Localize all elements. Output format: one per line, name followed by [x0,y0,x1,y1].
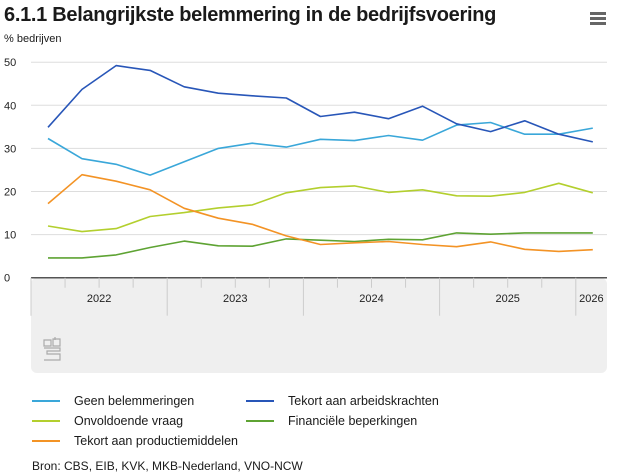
y-tick-label: 40 [4,100,16,112]
legend-item-financiele-beperkingen[interactable]: Financiële beperkingen [246,414,417,428]
series-line-tekort-aan-productiemiddelen [47,173,593,253]
legend-label: Onvoldoende vraag [74,414,184,428]
y-tick-label: 10 [4,230,16,242]
y-tick-label: 30 [4,143,16,155]
legend-label: Tekort aan productiemiddelen [74,434,238,448]
series-line-financi-le-beperkingen [48,232,593,259]
x-year-label: 2022 [87,293,111,305]
series-line-onvoldoende-vraag [47,182,594,233]
x-year-label: 2024 [359,293,383,305]
x-year-label: 2025 [495,293,519,305]
hamburger-menu-icon[interactable] [590,12,606,26]
chart-title: 6.1.1 Belangrijkste belemmering in de be… [4,4,497,26]
y-tick-label: 20 [4,187,16,199]
x-year-label: 2023 [223,293,247,305]
x-year-label: 2026 [579,293,603,305]
line-chart: 0 10 20 30 40 50 2022 2023 2024 2025 2026 [4,57,607,373]
legend-item-tekort-productiemiddelen[interactable]: Tekort aan productiemiddelen [32,434,238,448]
series-line-tekort-aan-arbeidskrachten [47,64,593,143]
y-axis-unit: % bedrijven [4,33,62,45]
source-note: Bron: CBS, EIB, KVK, MKB-Nederland, VNO-… [32,459,303,473]
series-line-geen-belemmeringen [47,121,593,176]
cbs-logo-icon [43,337,61,361]
legend-item-geen-belemmeringen[interactable]: Geen belemmeringen [32,394,194,408]
legend-item-onvoldoende-vraag[interactable]: Onvoldoende vraag [32,414,183,428]
legend-label: Tekort aan arbeidskrachten [288,394,439,408]
y-tick-label: 0 [4,273,10,285]
legend-label: Financiële beperkingen [288,414,418,428]
navigator-panel [31,278,607,373]
legend-label: Geen belemmeringen [74,394,195,408]
legend-item-tekort-arbeidskrachten[interactable]: Tekort aan arbeidskrachten [246,394,439,408]
y-tick-label: 50 [4,57,16,69]
